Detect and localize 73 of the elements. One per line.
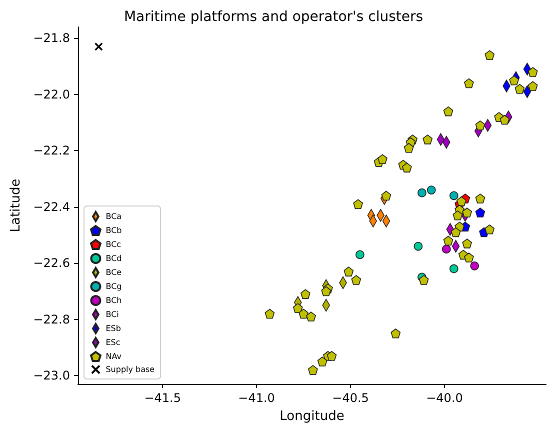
- point: [94, 42, 103, 51]
- point: [317, 356, 328, 366]
- y-tick-label: −22.2: [33, 144, 70, 158]
- x-tick-label: −41.0: [238, 391, 275, 405]
- y-tick-label: −23.0: [33, 368, 70, 383]
- point: [353, 199, 363, 209]
- point: [450, 227, 461, 238]
- point: [390, 328, 401, 338]
- point: [464, 78, 474, 88]
- point: [462, 208, 472, 218]
- point: [470, 262, 479, 270]
- point: [422, 134, 432, 144]
- point: [404, 142, 414, 153]
- point: [381, 190, 392, 201]
- point: [464, 252, 474, 262]
- legend-label: BCe: [106, 268, 122, 277]
- legend-label: BCg: [106, 282, 122, 291]
- point: [475, 120, 486, 130]
- point: [293, 303, 303, 313]
- legend-label: BCb: [106, 226, 122, 235]
- point: [475, 208, 486, 218]
- point: [442, 244, 451, 254]
- point: [450, 264, 458, 274]
- chart-title: Maritime platforms and operator's clusters: [124, 9, 424, 25]
- y-tick-label: −22.4: [33, 200, 70, 214]
- point: [452, 210, 463, 220]
- point: [484, 224, 495, 234]
- point: [264, 308, 275, 319]
- point: [456, 196, 466, 206]
- y-tick-label: −22.8: [33, 312, 70, 326]
- point: [475, 194, 486, 204]
- x-tick-label: −40.0: [426, 391, 463, 405]
- legend-label: NAv: [106, 352, 122, 361]
- y-axis-title: Latitude: [8, 178, 24, 232]
- y-tick-label: −22.6: [33, 256, 70, 270]
- point: [528, 81, 538, 91]
- point: [402, 162, 412, 172]
- legend-label: ESc: [106, 338, 120, 347]
- legend-label: BCd: [106, 254, 122, 263]
- legend-label: BCi: [106, 310, 119, 319]
- legend-label: BCh: [106, 296, 122, 305]
- point: [351, 275, 362, 285]
- point: [378, 154, 388, 164]
- legend-label: BCa: [106, 212, 122, 221]
- point: [298, 308, 308, 319]
- point: [418, 275, 429, 285]
- point: [484, 50, 495, 60]
- x-axis-title: Longitude: [280, 409, 344, 424]
- point: [462, 238, 472, 248]
- point: [308, 365, 318, 375]
- point: [514, 84, 525, 94]
- x-tick-label: −41.5: [144, 391, 181, 405]
- point: [344, 266, 354, 276]
- point: [326, 350, 337, 361]
- legend-label: BCc: [106, 240, 122, 249]
- point: [414, 242, 423, 251]
- point: [426, 186, 436, 194]
- point: [321, 286, 331, 296]
- point: [418, 188, 426, 198]
- point: [443, 106, 454, 116]
- point: [500, 114, 510, 125]
- y-tick-label: −22.0: [33, 87, 70, 102]
- point: [306, 312, 316, 322]
- point: [443, 236, 454, 246]
- point: [528, 67, 538, 77]
- legend-label: ESb: [106, 324, 121, 333]
- legend-label: Supply base: [106, 365, 155, 374]
- y-tick-label: −21.8: [33, 31, 70, 46]
- point: [450, 191, 458, 200]
- point: [300, 289, 310, 299]
- point: [509, 76, 519, 86]
- x-tick-label: −40.5: [332, 391, 369, 405]
- point: [356, 250, 364, 260]
